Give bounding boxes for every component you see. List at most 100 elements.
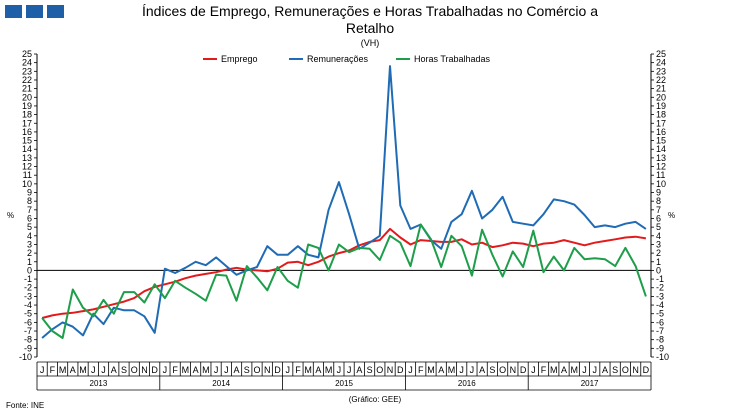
- x-month-label: M: [304, 365, 312, 375]
- x-year-label: 2014: [212, 379, 230, 388]
- x-month-label: J: [163, 365, 168, 375]
- legend-label-horas: Horas Trabalhadas: [414, 54, 491, 64]
- legend-swatch-remuneracoes: [289, 58, 303, 60]
- x-month-label: J: [347, 365, 352, 375]
- x-month-label: J: [470, 365, 475, 375]
- y-tick-label-left: 0: [27, 265, 32, 275]
- x-month-label: J: [285, 365, 290, 375]
- series-line-horas-trabalhadas: [41, 223, 647, 339]
- y-tick-label-left: -6: [24, 317, 32, 327]
- x-month-label: S: [121, 365, 127, 375]
- x-month-label: D: [274, 365, 281, 375]
- y-tick-label-right: 13: [656, 153, 666, 163]
- y-tick-label-right: 21: [656, 84, 666, 94]
- y-tick-label-left: 13: [22, 153, 32, 163]
- legend-item-remuneracoes: Remunerações: [289, 54, 368, 64]
- y-tick-label-right: 19: [656, 101, 666, 111]
- y-tick-label-right: 0: [656, 265, 661, 275]
- y-tick-label-left: 3: [27, 239, 32, 249]
- x-month-label: A: [111, 365, 117, 375]
- x-month-label: A: [602, 365, 608, 375]
- x-month-label: S: [612, 365, 618, 375]
- y-tick-label-right: -4: [656, 300, 664, 310]
- y-tick-label-left: 1: [27, 257, 32, 267]
- x-year-label: 2015: [335, 379, 353, 388]
- x-month-label: J: [531, 365, 536, 375]
- x-month-label: A: [315, 365, 321, 375]
- y-tick-label-right: -3: [656, 291, 664, 301]
- y-tick-label-left: 22: [22, 75, 32, 85]
- x-month-label: S: [367, 365, 373, 375]
- x-year-label: 2017: [581, 379, 599, 388]
- x-month-label: J: [408, 365, 413, 375]
- chart-credit: (Gráfico: GEE): [348, 395, 402, 404]
- x-month-label: A: [561, 365, 567, 375]
- y-tick-label-right: 24: [656, 58, 666, 68]
- x-month-label: F: [541, 365, 547, 375]
- y-tick-label-right: 18: [656, 110, 666, 120]
- x-month-label: N: [632, 365, 639, 375]
- x-month-label: D: [397, 365, 404, 375]
- x-month-label: J: [337, 365, 342, 375]
- x-month-label: F: [418, 365, 424, 375]
- x-month-label: M: [325, 365, 333, 375]
- x-month-label: M: [550, 365, 558, 375]
- y-tick-label-left: 2: [27, 248, 32, 258]
- y-tick-label-left: 5: [27, 222, 32, 232]
- y-tick-label-right: -7: [656, 326, 664, 336]
- x-month-label: O: [131, 365, 138, 375]
- y-tick-label-left: -8: [24, 335, 32, 345]
- y-tick-label-right: 12: [656, 162, 666, 172]
- y-tick-label-right: -2: [656, 283, 664, 293]
- x-month-label: J: [224, 365, 229, 375]
- x-month-label: F: [172, 365, 178, 375]
- x-month-label: M: [59, 365, 67, 375]
- legend-item-horas: Horas Trabalhadas: [396, 54, 490, 64]
- y-tick-label-right: 23: [656, 66, 666, 76]
- x-month-label: A: [479, 365, 485, 375]
- y-tick-label-left: 4: [27, 231, 32, 241]
- x-year-label: 2013: [90, 379, 108, 388]
- x-month-label: O: [499, 365, 506, 375]
- y-tick-label-left: 16: [22, 127, 32, 137]
- logo-block-2: [26, 5, 43, 18]
- y-tick-label-right: 16: [656, 127, 666, 137]
- legend-label-remuneracoes: Remunerações: [307, 54, 369, 64]
- y-tick-label-left: 15: [22, 136, 32, 146]
- y-tick-label-right: -1: [656, 274, 664, 284]
- y-tick-label-right: 15: [656, 136, 666, 146]
- x-month-label: D: [643, 365, 650, 375]
- y-tick-label-right: 5: [656, 222, 661, 232]
- x-month-label: A: [193, 365, 199, 375]
- series-line-emprego: [41, 227, 647, 319]
- x-month-label: J: [582, 365, 587, 375]
- y-tick-label-right: 22: [656, 75, 666, 85]
- y-tick-label-right: 7: [656, 205, 661, 215]
- y-tick-label-left: 14: [22, 144, 32, 154]
- y-tick-label-left: -4: [24, 300, 32, 310]
- y-tick-label-left: -2: [24, 283, 32, 293]
- x-month-label: N: [264, 365, 271, 375]
- logo-block-1: [5, 5, 22, 18]
- x-month-label: A: [356, 365, 362, 375]
- y-tick-label-left: 9: [27, 188, 32, 198]
- chart-title-line2: Retalho: [345, 20, 395, 36]
- y-tick-label-right: 11: [656, 170, 665, 180]
- y-tick-label-right: -8: [656, 335, 664, 345]
- y-tick-label-left: 7: [27, 205, 32, 215]
- y-tick-label-left: 20: [22, 92, 32, 102]
- x-month-label: J: [592, 365, 597, 375]
- x-month-label: A: [234, 365, 240, 375]
- x-month-label: O: [622, 365, 629, 375]
- legend-label-emprego: Emprego: [221, 54, 258, 64]
- legend-item-emprego: Emprego: [203, 54, 258, 64]
- y-tick-label-right: 1: [656, 257, 661, 267]
- x-month-label: F: [50, 365, 56, 375]
- x-month-label: A: [438, 365, 444, 375]
- y-tick-label-right: -10: [656, 352, 669, 362]
- logo-block-3: [47, 5, 64, 18]
- chart-subtitle: (VH): [360, 38, 380, 48]
- x-month-label: J: [459, 365, 464, 375]
- y-tick-label-right: 9: [656, 188, 661, 198]
